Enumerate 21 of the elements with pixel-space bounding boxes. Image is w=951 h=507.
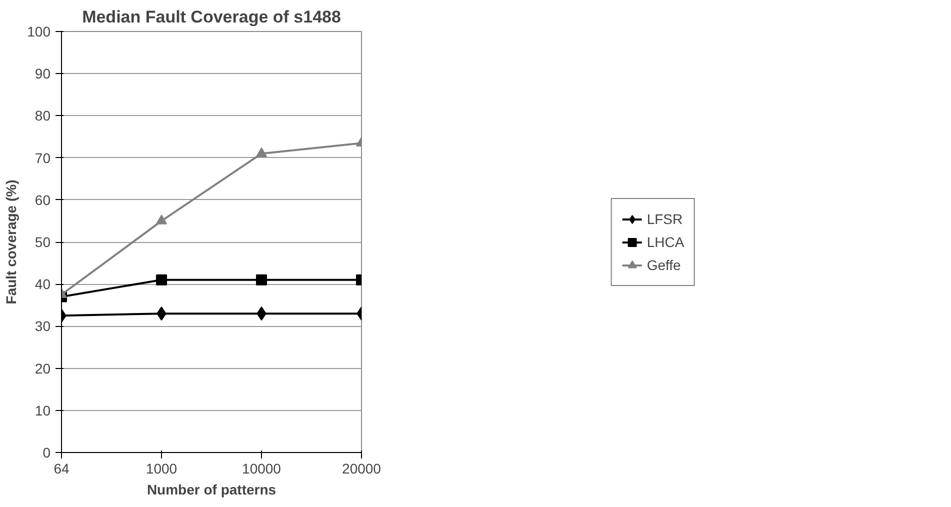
y-tick-label: 20	[34, 360, 51, 376]
legend-label: LFSR	[646, 210, 683, 226]
y-tick-label: 0	[42, 444, 51, 460]
x-tick-label: 64	[54, 460, 70, 476]
legend-label: Geffe	[646, 256, 681, 272]
y-tick-label: 70	[34, 150, 51, 166]
y-tick-label: 90	[34, 66, 51, 82]
y-tick-label: 50	[34, 234, 51, 250]
x-tick-label: 20000	[342, 460, 382, 476]
y-tick-label: 40	[34, 276, 51, 292]
x-tick-label: 10000	[242, 460, 282, 476]
y-tick-label: 30	[34, 318, 51, 334]
x-axis-title: Number of patterns	[146, 482, 276, 498]
chart-title: Median Fault Coverage of s1488	[82, 8, 341, 26]
y-tick-label: 10	[34, 402, 51, 418]
y-tick-label: 60	[34, 192, 51, 208]
y-tick-label: 100	[27, 24, 51, 40]
y-tick-label: 80	[34, 108, 51, 124]
y-axis-title: Fault coverage (%)	[3, 180, 20, 304]
legend-label: LHCA	[646, 234, 684, 250]
x-tick-label: 1000	[146, 460, 178, 476]
